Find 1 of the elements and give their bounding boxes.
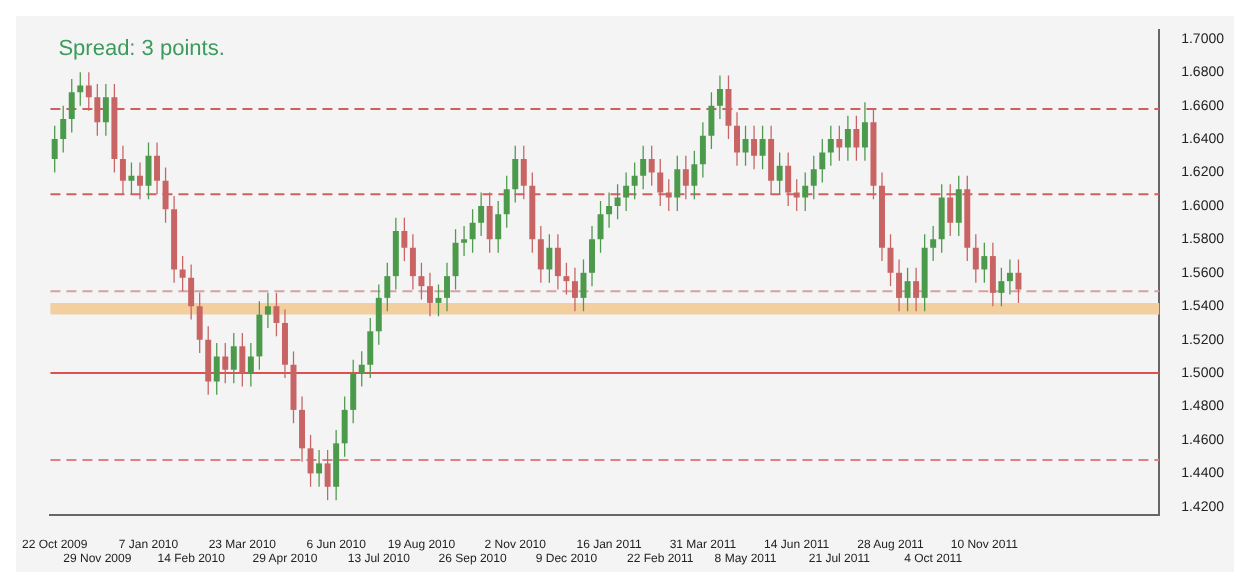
annotation: Spread: 3 points. (58, 37, 225, 62)
